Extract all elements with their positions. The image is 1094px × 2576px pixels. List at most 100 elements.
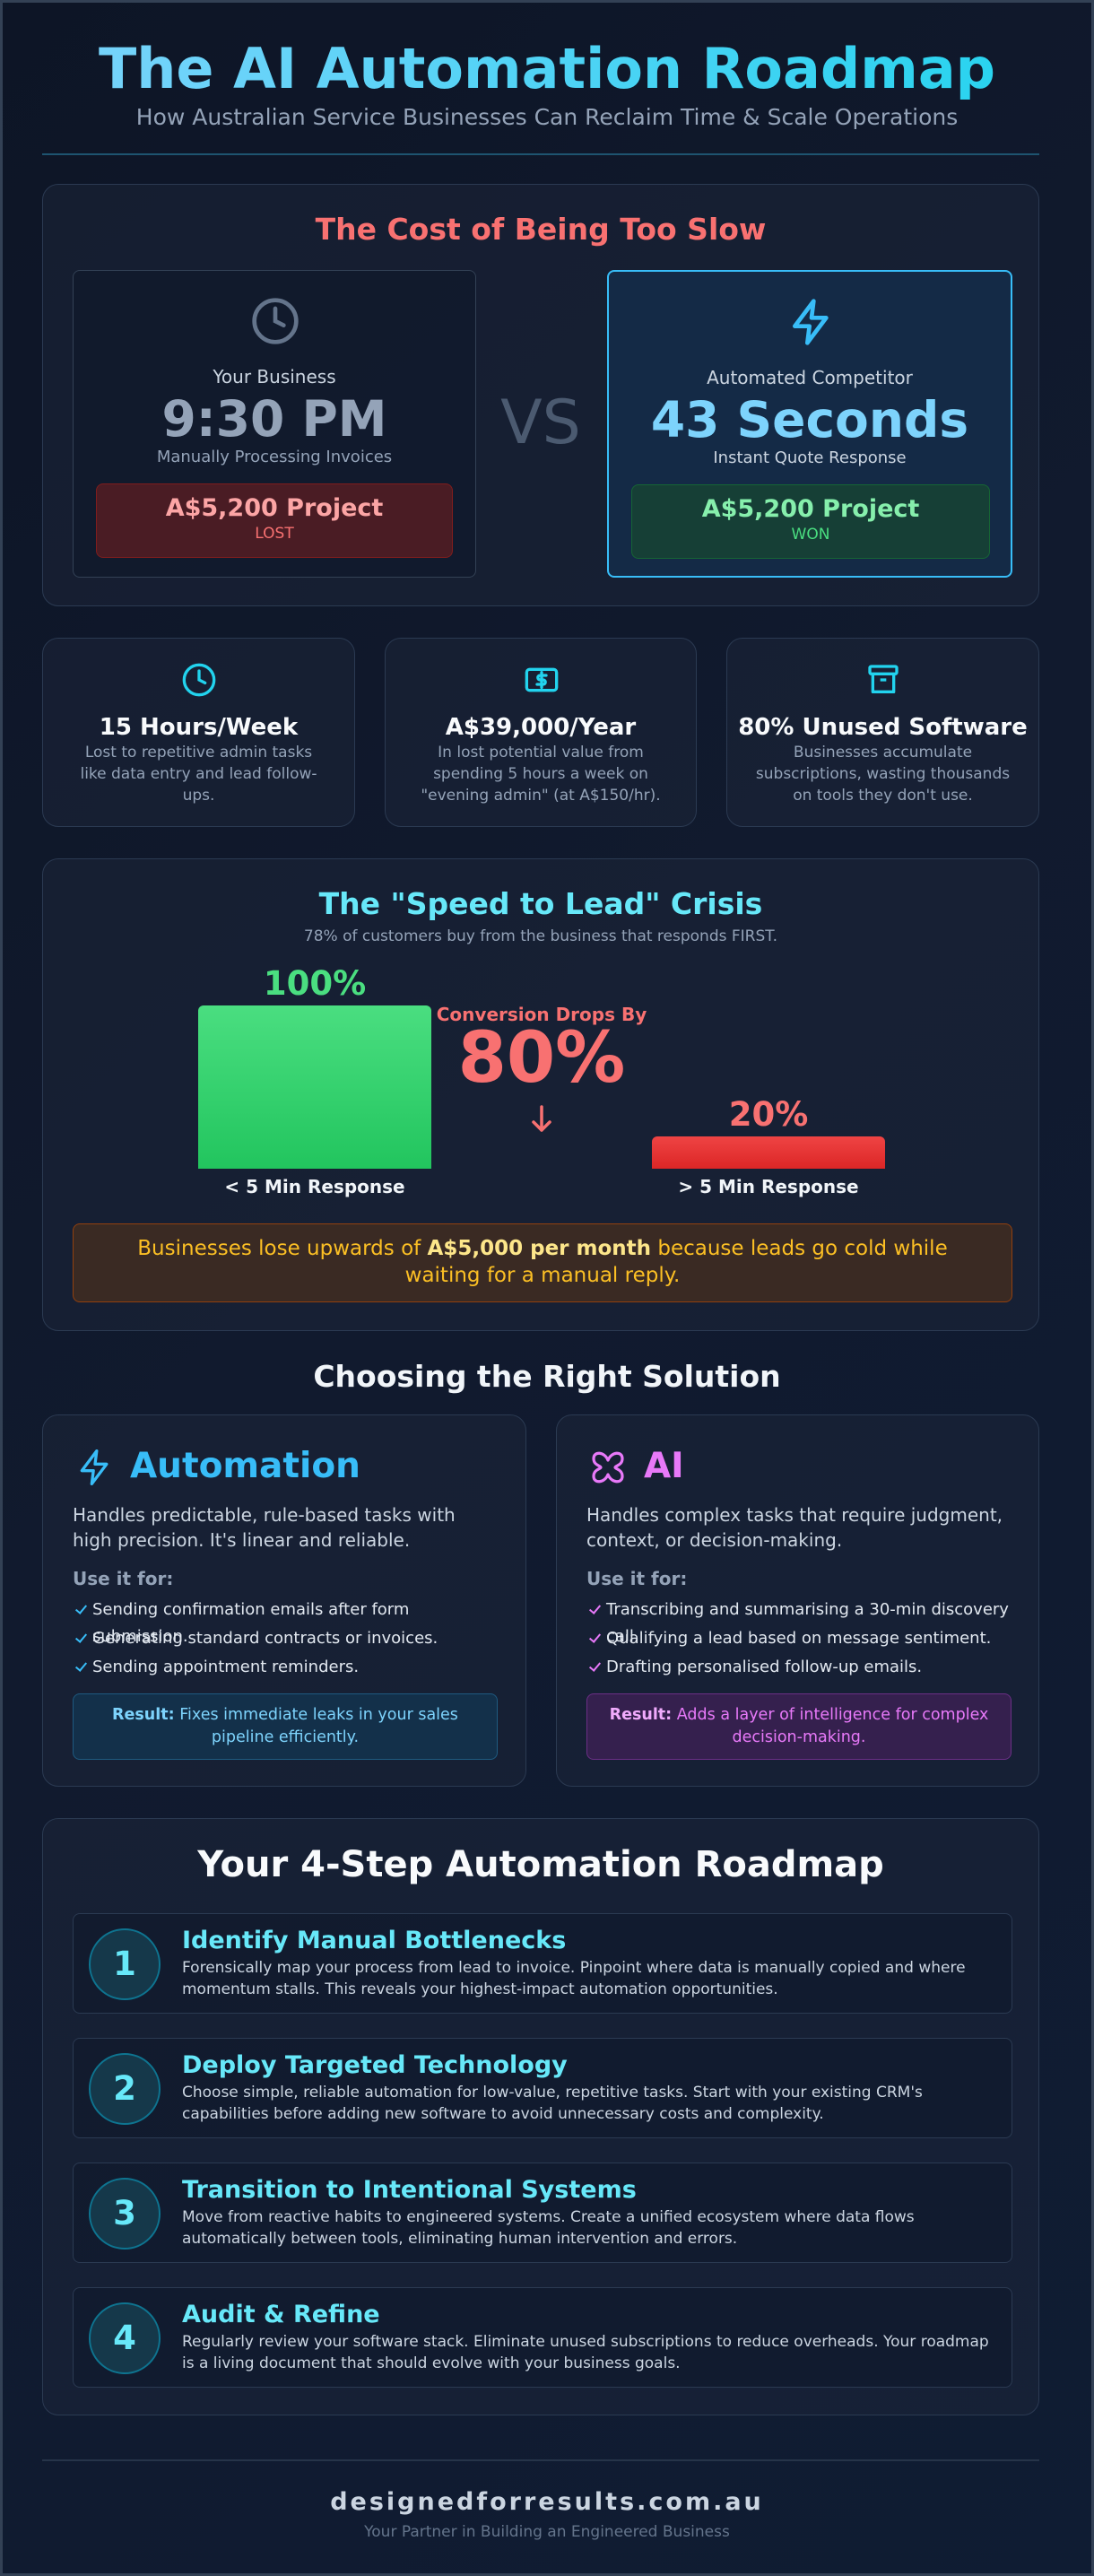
step: 1 Identify Manual Bottlenecks Forensically… [73,1913,1012,2014]
stat-title: 80% Unused Software [738,714,1028,741]
result-text: Fixes immediate leaks in your sales pipe… [179,1706,458,1746]
use-text: Generating standard contracts or invoice… [92,1629,438,1648]
speed-title: The "Speed to Lead" Crisis [318,886,763,921]
step-title: Audit & Refine [182,2301,380,2328]
step-title: Transition to Intentional Systems [182,2176,637,2204]
footer-divider [42,2459,1039,2461]
stat-card: 15 Hours/Week Lost to repetitive admin t… [42,638,355,827]
footer-domain: designedforresults.com.au [330,2488,764,2516]
stat-card: A$39,000/Year In lost potential value fr… [385,638,697,827]
caption: Manually Processing Invoices [156,448,393,466]
bar-value-label: 20% [728,1094,809,1134]
step: 4 Audit & Refine Regularly review your sof… [73,2287,1012,2388]
callout-bold: A$5,000 per month [427,1237,652,1260]
use-label: Use it for: [586,1568,688,1589]
step: 3 Transition to Intentional Systems Move f… [73,2163,1012,2263]
stat-title: A$39,000/Year [445,714,637,741]
lost-box: A$5,200 Project LOST [96,483,453,558]
use-item: Transcribing and summarising a 30-min di… [586,1597,1020,1646]
competitor-box: Automated Competitor 43 Seconds Instant … [607,270,1012,578]
callout-text: because leads go cold while waiting for … [404,1237,948,1287]
business-box: Your Business 9:30 PM Manually Processin… [73,270,476,578]
use-text: Drafting personalised follow-up emails. [606,1658,923,1676]
bar-label: < 5 Min Response [224,1176,405,1197]
solution-description: Handles complex tasks that require judgm… [586,1504,1003,1551]
value: 43 Seconds [650,391,969,448]
use-text: Sending appointment reminders. [92,1658,360,1676]
callout-text: Businesses lose upwards of [137,1237,428,1260]
step-text: Forensically map your process from lead … [182,1959,966,1998]
cost-card: The Cost of Being Too Slow Your Business… [42,184,1039,606]
step-text: Choose simple, reliable automation for l… [182,2084,923,2123]
result-box: Result: Fixes immediate leaks in your sa… [73,1693,498,1760]
step-text: Move from reactive habits to engineered … [182,2208,915,2248]
label: Automated Competitor [707,367,913,388]
project: A$5,200 Project [165,494,384,522]
status: WON [791,526,830,544]
speed-subtitle: 78% of customers buy from the business t… [303,927,778,945]
use-item: Drafting personalised follow-up emails. [586,1654,1020,1681]
step-title: Identify Manual Bottlenecks [182,1927,567,1954]
stat-card: 80% Unused Software Businesses accumulat… [726,638,1039,827]
step-number: 4 [89,2302,161,2374]
roadmap-card: Your 4-Step Automation Roadmap 1 Identify… [42,1818,1039,2415]
use-item: Sending appointment reminders. [73,1654,508,1681]
use-item: Sending confirmation emails after form s… [73,1597,508,1646]
status: LOST [255,525,294,543]
result-text: Adds a layer of intelligence for complex… [676,1706,989,1746]
solution-name: AI [644,1446,684,1486]
result-box: Result: Adds a layer of intelligence for… [586,1693,1012,1760]
divider [42,153,1039,155]
step: 2 Deploy Targeted Technology Choose simple… [73,2038,1012,2138]
bolt-icon [793,299,829,345]
step-number: 1 [89,1928,161,2000]
down-arrow [532,1105,551,1132]
footer-tagline: Your Partner in Building an Engineered B… [364,2523,730,2541]
result-label: Result: [112,1706,175,1724]
step-number: 3 [89,2178,161,2250]
stat-text: Businesses accumulate subscriptions, was… [755,744,1011,805]
bolt-icon [80,1449,109,1485]
solution-card: Automation Handles predictable, rule-bas… [42,1414,526,1787]
vs: VS [500,387,581,458]
result-label: Result: [609,1706,673,1724]
label: Your Business [213,366,336,387]
bar [198,1005,431,1169]
drop-value: 80% [457,1018,626,1099]
title: The AI Automation Roadmap [3,37,1091,101]
bar-label: > 5 Min Response [678,1176,859,1197]
use-item: Qualifying a lead based on message senti… [586,1625,1020,1652]
step-text: Regularly review your software stack. El… [182,2333,989,2372]
use-item: Generating standard contracts or invoice… [73,1625,508,1652]
archive-icon [868,665,899,693]
use-text: Transcribing and summarising a 30-min di… [606,1600,1009,1646]
solution-description: Handles predictable, rule-based tasks wi… [73,1504,456,1551]
project: A$5,200 Project [701,495,920,523]
stat-text: In lost potential value from spending 5 … [421,744,661,805]
use-text: Sending confirmation emails after form s… [92,1600,410,1646]
step-number: 2 [89,2053,161,2125]
solution-card: AI Handles complex tasks that require ju… [556,1414,1039,1787]
ai-icon [592,1451,624,1484]
speed-card: The "Speed to Lead" Crisis 78% of custom… [42,858,1039,1331]
bar [652,1136,885,1169]
solutions-title: Choosing the Right Solution [313,1359,781,1394]
drop-label: Conversion Drops By [436,1004,647,1025]
bar-value-label: 100% [263,964,367,1003]
caption: Instant Quote Response [713,448,907,467]
cost-title: The Cost of Being Too Slow [315,212,767,247]
use-label: Use it for: [73,1568,174,1589]
stat-text: Lost to repetitive admin tasks like data… [80,744,317,805]
value: 9:30 PM [161,390,387,448]
roadmap-title: Your 4-Step Automation Roadmap [197,1844,884,1885]
step-title: Deploy Targeted Technology [182,2051,568,2079]
clock-icon [182,663,216,697]
subtitle: How Australian Service Businesses Can Re… [135,104,959,130]
solution-name: Automation [130,1446,360,1486]
use-text: Qualifying a lead based on message senti… [606,1629,992,1648]
won-box: A$5,200 Project WON [631,484,990,559]
stat-title: 15 Hours/Week [99,714,299,741]
money-icon [525,667,559,692]
callout: Businesses lose upwards of A$5,000 per m… [73,1223,1012,1302]
